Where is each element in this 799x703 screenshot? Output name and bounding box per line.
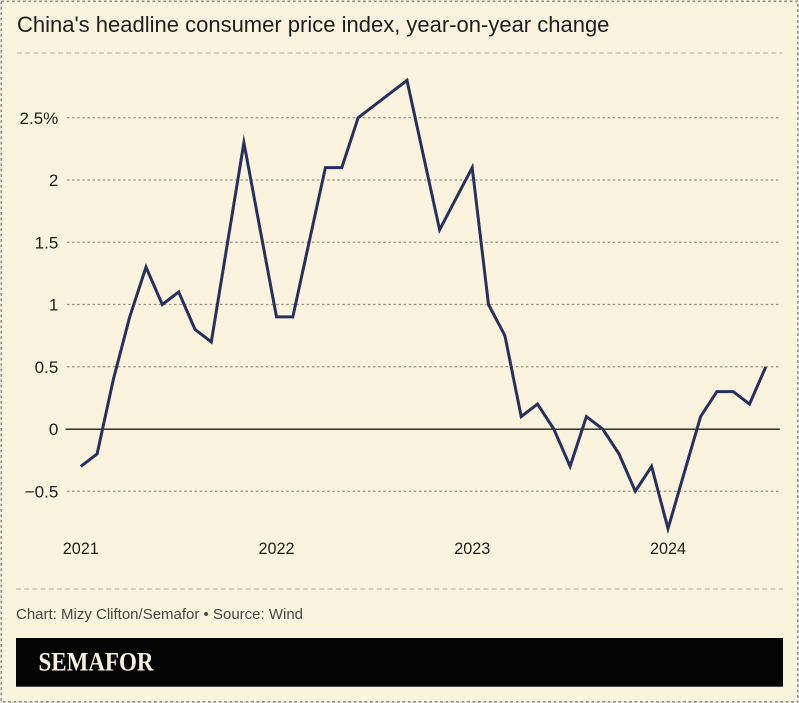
- svg-text:0: 0: [49, 420, 58, 439]
- svg-text:−0.5: −0.5: [25, 483, 59, 502]
- svg-text:SEMAFOR: SEMAFOR: [39, 648, 154, 677]
- svg-text:2023: 2023: [454, 540, 490, 558]
- svg-text:2.5%: 2.5%: [20, 109, 59, 128]
- svg-text:1: 1: [49, 296, 58, 315]
- svg-text:Chart: Mizy Clifton/Semafor •: Chart: Mizy Clifton/Semafor • Source: Wi…: [16, 606, 303, 623]
- svg-text:2: 2: [49, 171, 58, 190]
- svg-text:China's headline consumer pric: China's headline consumer price index, y…: [17, 12, 609, 37]
- svg-text:2021: 2021: [63, 540, 99, 558]
- svg-text:2022: 2022: [258, 540, 294, 558]
- svg-text:2024: 2024: [650, 540, 686, 558]
- svg-text:1.5: 1.5: [35, 234, 59, 253]
- svg-text:0.5: 0.5: [35, 358, 59, 377]
